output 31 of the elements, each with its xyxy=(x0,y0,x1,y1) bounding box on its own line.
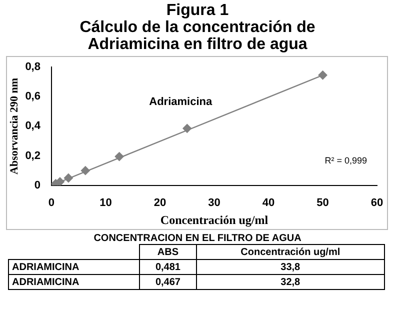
point xyxy=(114,152,124,162)
x-tick-label: 30 xyxy=(208,197,220,210)
x-tick-label: 60 xyxy=(370,197,384,210)
text: ABS xyxy=(140,244,196,260)
text: Concentración ug/ml xyxy=(196,244,384,260)
y-tick-label: 0,6 xyxy=(25,90,40,103)
x-tick-label: 40 xyxy=(262,197,275,210)
annotation: R² = 0,999 xyxy=(324,155,367,166)
text: ADRIAMICINA xyxy=(8,274,140,290)
x-tick-label: 20 xyxy=(154,197,166,210)
chart-title: Figura 1 Cálculo de la concentración de Adriamicina en filtro de agua xyxy=(78,1,316,55)
y-tick-label: 0 xyxy=(34,179,40,192)
x-tick-label: 50 xyxy=(316,197,329,210)
text: CONCENTRACION EN EL FILTRO DE AGUA xyxy=(92,233,302,244)
x-axis-title: Concentración ug/ml xyxy=(160,212,269,227)
point xyxy=(318,70,328,80)
text: ADRIAMICINA xyxy=(8,260,140,274)
y-tick-label: 0,2 xyxy=(25,150,40,162)
x-tick-label: 10 xyxy=(100,197,112,210)
y-tick-label: 0,8 xyxy=(25,61,40,74)
text: 0,481 xyxy=(140,260,196,274)
text: Adriamicina xyxy=(149,96,213,108)
y-tick-label: 0,4 xyxy=(25,120,42,132)
text: 0,467 xyxy=(140,274,196,290)
point xyxy=(80,166,90,176)
y-axis-title: Absorvancia 290 nm xyxy=(8,78,20,174)
point xyxy=(182,124,192,133)
point xyxy=(64,174,73,182)
text: 33,8 xyxy=(196,260,384,274)
text: 32,8 xyxy=(196,274,384,290)
x-tick-label: 0 xyxy=(48,197,55,210)
